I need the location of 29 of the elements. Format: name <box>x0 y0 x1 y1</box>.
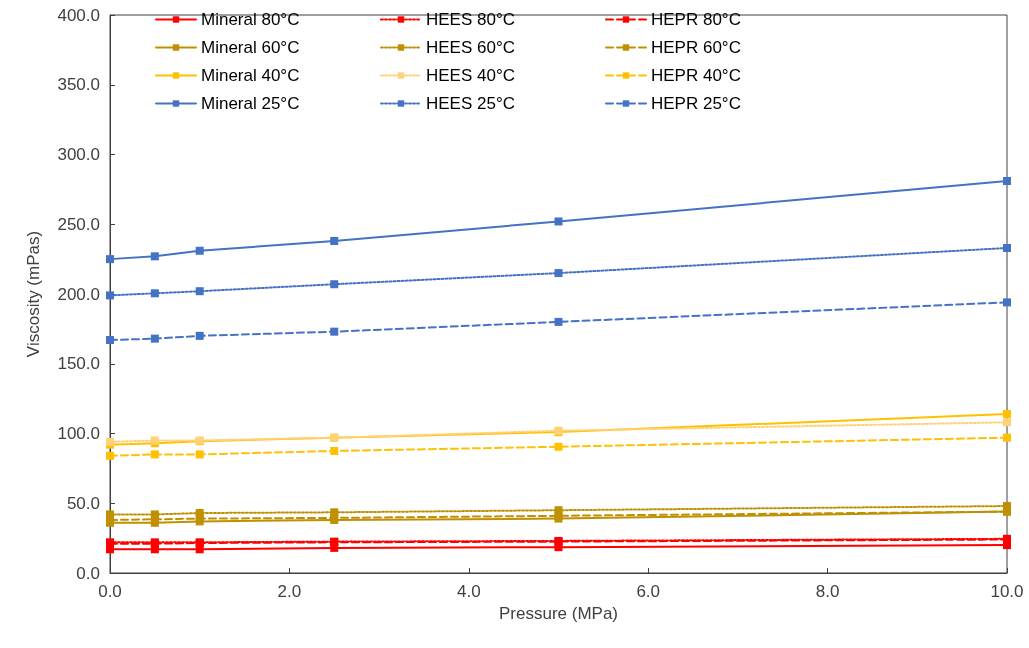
y-tick-label: 150.0 <box>57 354 100 374</box>
y-tick-label: 300.0 <box>57 145 100 164</box>
x-tick-label: 0.0 <box>98 582 122 601</box>
y-tick-label: 0.0 <box>76 563 100 583</box>
x-tick-label: 4.0 <box>456 582 481 601</box>
y-tick-label: 350.0 <box>57 75 100 95</box>
legend-label: HEPR 80°C <box>651 10 741 29</box>
legend-label: HEPR 25°C <box>651 94 741 113</box>
y-tick-label: 250.0 <box>57 214 100 234</box>
legend-label: HEES 80°C <box>426 10 516 29</box>
legend-label: HEPR 40°C <box>651 66 741 85</box>
legend-label: HEPR 60°C <box>651 38 741 57</box>
legend-label: Mineral 80°C <box>201 10 300 29</box>
y-tick-label: 100.0 <box>57 424 100 443</box>
x-tick-label: 2.0 <box>277 582 302 601</box>
x-tick-label: 10.0 <box>990 582 1024 601</box>
y-tick-label: 50.0 <box>66 493 100 513</box>
y-tick-label: 400.0 <box>57 5 100 25</box>
legend-label: HEES 25°C <box>426 94 516 113</box>
y-axis-title: Viscosity (mPas) <box>24 230 43 358</box>
legend-label: Mineral 40°C <box>201 66 300 85</box>
x-axis-title: Pressure (MPa) <box>498 603 619 623</box>
legend-label: Mineral 25°C <box>201 94 300 113</box>
x-tick-label: 8.0 <box>815 582 840 601</box>
y-tick-label: 200.0 <box>57 284 100 304</box>
x-tick-label: 6.0 <box>636 582 661 601</box>
legend-label: Mineral 60°C <box>201 38 300 57</box>
legend-label: HEES 60°C <box>426 38 516 57</box>
legend-label: HEES 40°C <box>426 66 516 85</box>
